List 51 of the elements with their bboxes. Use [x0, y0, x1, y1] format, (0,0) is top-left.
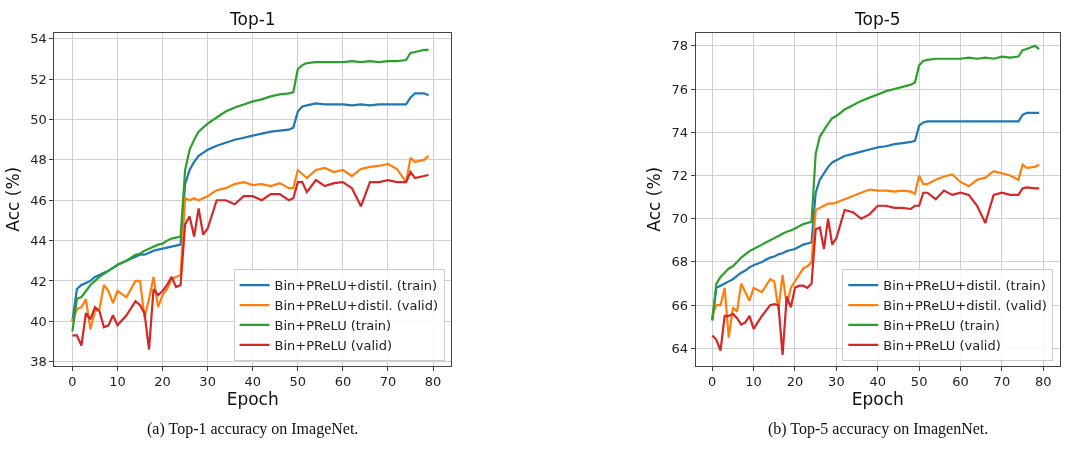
- y-tick-label: 46: [30, 192, 47, 208]
- chart-title: Top-1: [229, 9, 276, 29]
- x-tick-label: 50: [289, 374, 307, 390]
- x-tick-label: 0: [708, 374, 717, 390]
- y-tick-label: 40: [30, 313, 47, 329]
- x-tick-label: 50: [910, 374, 928, 390]
- y-tick-label: 74: [671, 124, 689, 140]
- legend-label: Bin+PReLU+distil. (train): [274, 278, 438, 294]
- x-tick-label: 40: [244, 374, 261, 390]
- x-tick-label: 30: [199, 374, 216, 390]
- y-tick-label: 68: [671, 254, 689, 270]
- legend-label: Bin+PReLU+distil. (train): [883, 278, 1046, 294]
- legend-label: Bin+PReLU+distil. (valid): [274, 298, 439, 314]
- y-tick-label: 50: [30, 112, 47, 128]
- y-tick-label: 52: [30, 71, 47, 87]
- text: (b) Top-5 accuracy on ImagenNet.: [768, 420, 989, 438]
- x-tick-label: 60: [334, 374, 352, 390]
- legend-label: Bin+PReLU (valid): [883, 337, 1001, 353]
- x-axis-title: Epoch: [851, 389, 904, 410]
- x-tick-label: 40: [869, 374, 887, 390]
- y-tick-label: 48: [30, 152, 47, 168]
- y-axis-title: Acc (%): [644, 166, 665, 232]
- y-tick-label: 66: [671, 297, 689, 313]
- legend-label: Bin+PReLU (train): [274, 318, 392, 334]
- x-tick-label: 80: [1035, 374, 1052, 390]
- legend-label: Bin+PReLU (train): [883, 318, 1000, 334]
- x-tick-label: 60: [952, 374, 969, 390]
- y-tick-label: 76: [671, 81, 689, 97]
- x-tick-label: 20: [786, 374, 804, 390]
- chart-title: Top-5: [854, 9, 901, 29]
- text: (a) Top-1 accuracy on ImageNet.: [147, 420, 359, 438]
- x-tick-label: 0: [68, 374, 77, 390]
- y-tick-label: 70: [671, 211, 689, 227]
- x-axis-title: Epoch: [226, 389, 279, 410]
- y-tick-label: 72: [671, 168, 689, 184]
- y-tick-label: 38: [30, 354, 47, 370]
- x-tick-label: 20: [154, 374, 171, 390]
- legend-label: Bin+PReLU (valid): [274, 337, 393, 353]
- x-tick-label: 70: [379, 374, 397, 390]
- y-axis-title: Acc (%): [2, 166, 23, 232]
- y-tick-label: 42: [30, 273, 47, 289]
- x-tick-label: 10: [109, 374, 126, 390]
- y-tick-label: 78: [671, 38, 689, 54]
- x-tick-label: 30: [828, 374, 845, 390]
- y-tick-label: 64: [671, 340, 689, 356]
- x-tick-label: 80: [424, 374, 442, 390]
- x-tick-label: 70: [993, 374, 1011, 390]
- y-tick-label: 54: [30, 31, 47, 47]
- y-tick-label: 44: [30, 233, 47, 249]
- x-tick-label: 10: [745, 374, 762, 390]
- legend-label: Bin+PReLU+distil. (valid): [883, 298, 1047, 314]
